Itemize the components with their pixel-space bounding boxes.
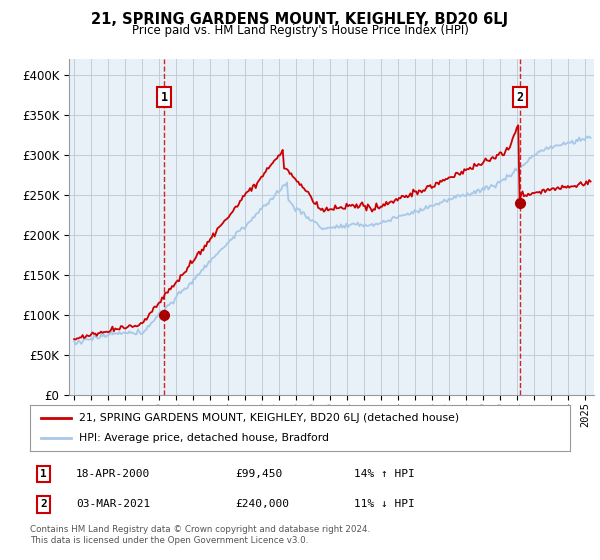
Text: £99,450: £99,450: [235, 469, 283, 479]
Text: 21, SPRING GARDENS MOUNT, KEIGHLEY, BD20 6LJ: 21, SPRING GARDENS MOUNT, KEIGHLEY, BD20…: [91, 12, 509, 27]
Text: Price paid vs. HM Land Registry's House Price Index (HPI): Price paid vs. HM Land Registry's House …: [131, 24, 469, 36]
Text: 2: 2: [517, 91, 524, 104]
Text: 1: 1: [161, 91, 168, 104]
Text: 18-APR-2000: 18-APR-2000: [76, 469, 150, 479]
Text: HPI: Average price, detached house, Bradford: HPI: Average price, detached house, Brad…: [79, 433, 329, 444]
Text: 2: 2: [40, 500, 47, 510]
Text: 1: 1: [40, 469, 47, 479]
Text: 21, SPRING GARDENS MOUNT, KEIGHLEY, BD20 6LJ (detached house): 21, SPRING GARDENS MOUNT, KEIGHLEY, BD20…: [79, 413, 459, 423]
Text: 14% ↑ HPI: 14% ↑ HPI: [354, 469, 415, 479]
Text: 11% ↓ HPI: 11% ↓ HPI: [354, 500, 415, 510]
Text: Contains HM Land Registry data © Crown copyright and database right 2024.
This d: Contains HM Land Registry data © Crown c…: [30, 525, 370, 545]
Text: £240,000: £240,000: [235, 500, 289, 510]
Text: 03-MAR-2021: 03-MAR-2021: [76, 500, 150, 510]
